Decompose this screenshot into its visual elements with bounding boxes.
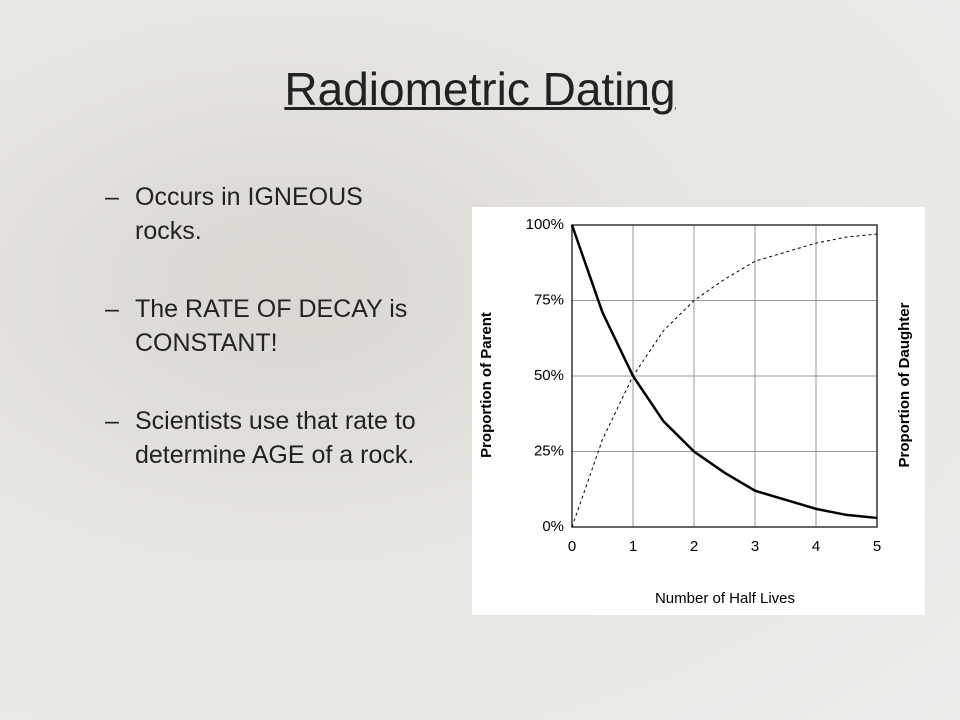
slide-title: Radiometric Dating bbox=[284, 63, 676, 115]
x-tick-label: 3 bbox=[751, 538, 759, 555]
x-tick-label: 2 bbox=[690, 538, 698, 555]
y-tick-label: 100% bbox=[526, 216, 564, 233]
y-tick-label: 0% bbox=[542, 518, 564, 535]
x-axis-label: Number of Half Lives bbox=[655, 590, 795, 607]
bullet-list: Occurs in IGNEOUS rocks. The RATE OF DEC… bbox=[105, 180, 445, 516]
x-tick-label: 4 bbox=[812, 538, 820, 555]
data-line bbox=[571, 233, 878, 528]
x-tick-label: 1 bbox=[629, 538, 637, 555]
x-tick-label: 0 bbox=[568, 538, 576, 555]
x-tick-label: 5 bbox=[873, 538, 881, 555]
y-axis-label: Proportion of Parent bbox=[478, 312, 495, 458]
plot-frame bbox=[571, 224, 878, 528]
y-tick-label: 75% bbox=[534, 291, 564, 308]
y-tick-label: 25% bbox=[534, 442, 564, 459]
y-tick-label: 50% bbox=[534, 367, 564, 384]
chart: Number of Half Lives Proportion of Paren… bbox=[472, 207, 925, 615]
bullet: Occurs in IGNEOUS rocks. bbox=[105, 180, 435, 248]
bullet: The RATE OF DECAY is CONSTANT! bbox=[105, 292, 435, 360]
data-line bbox=[570, 224, 878, 520]
bullet: Scientists use that rate to determine AG… bbox=[105, 404, 435, 472]
y2-axis-label: Proportion of Daughter bbox=[896, 302, 913, 467]
